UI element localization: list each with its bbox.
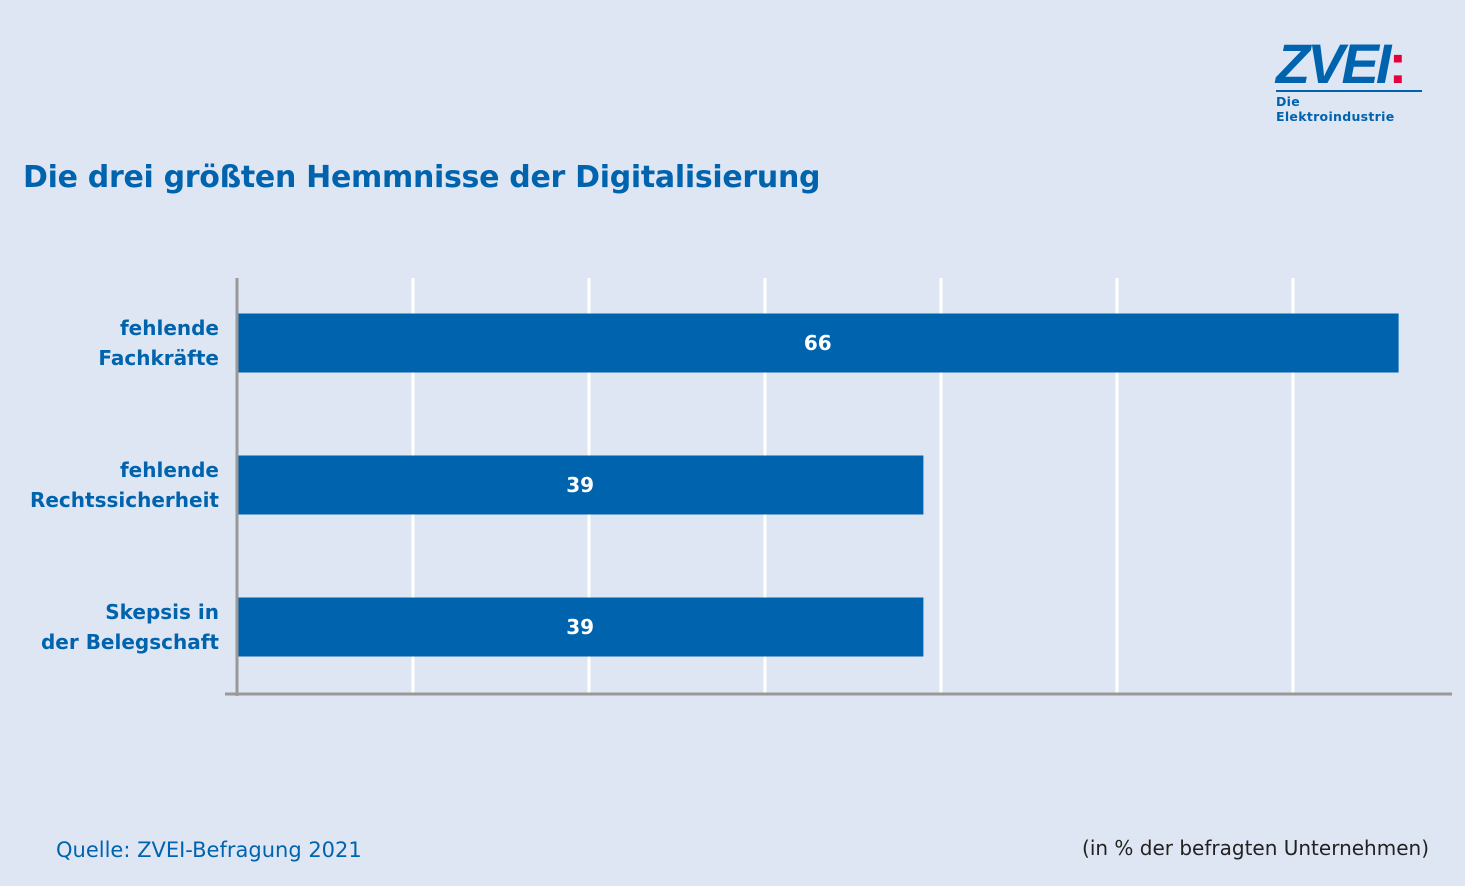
logo-divider xyxy=(1276,90,1422,92)
category-label: Rechtssicherheit xyxy=(30,488,219,512)
zvei-logo: ZVEI: Die Elektroindustrie xyxy=(1276,32,1422,124)
category-label: fehlende xyxy=(120,458,219,482)
chart-title: Die drei größten Hemmnisse der Digitalis… xyxy=(23,160,821,195)
data-label: 39 xyxy=(566,615,594,639)
unit-note: (in % der befragten Unternehmen) xyxy=(1082,836,1429,860)
data-label: 66 xyxy=(804,331,832,355)
category-label: Skepsis in xyxy=(105,600,219,624)
logo-subtitle: Die Elektroindustrie xyxy=(1276,94,1395,124)
category-label: der Belegschaft xyxy=(41,630,219,654)
bar xyxy=(237,313,1399,373)
category-label: fehlende xyxy=(120,316,219,340)
category-label: Fachkräfte xyxy=(98,346,219,370)
bar xyxy=(237,455,924,515)
source-note: Quelle: ZVEI-Befragung 2021 xyxy=(56,838,362,862)
bar xyxy=(237,597,924,657)
logo-wordmark: ZVEI: xyxy=(1276,32,1407,95)
data-label: 39 xyxy=(566,473,594,497)
